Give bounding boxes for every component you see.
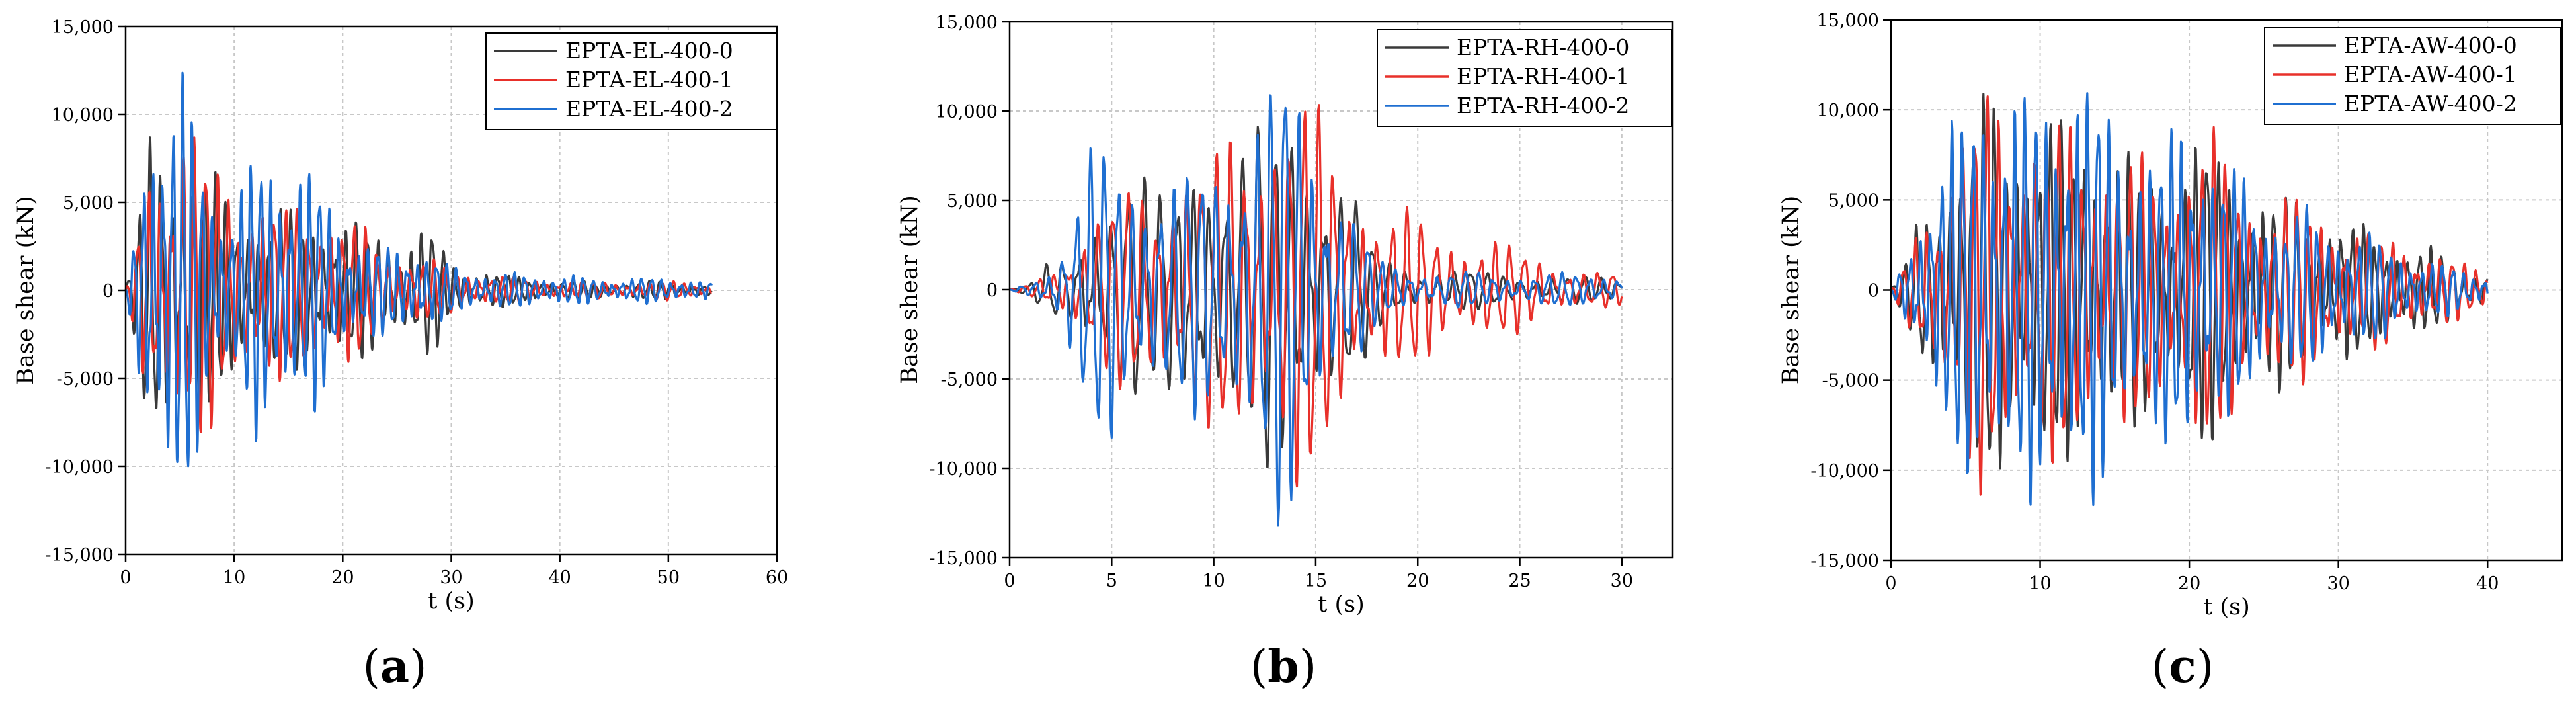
x-tick-label: 30 [440,567,462,588]
y-tick-label: 10,000 [52,105,114,126]
x-tick-label: 40 [548,567,571,588]
y-axis-label: Base shear (kN) [1778,196,1804,384]
y-tick-label: -15,000 [45,545,114,566]
y-tick-label: 10,000 [936,102,998,122]
x-tick-label: 10 [2029,573,2051,594]
series-line-epta-rh-400-2 [1009,94,1623,527]
y-tick-label: -15,000 [929,548,998,569]
x-tick-label: 20 [2178,573,2200,594]
x-tick-label: 25 [1508,571,1531,591]
legend-box [485,32,778,130]
y-tick-label: 15,000 [936,13,998,33]
x-tick-label: 10 [223,567,245,588]
chart-panel-c: 0 10 20 30 40 -15,000 -10,000 -5,000 0 5,000 10,00… [1778,11,2563,620]
x-tick-label: 40 [2476,573,2499,594]
y-tick-label: -10,000 [45,457,114,478]
series-line-epta-aw-400-2 [1890,92,2489,507]
x-axis-label: t (s) [2203,594,2249,620]
panel-label-c: (c) [2151,640,2214,693]
x-tick-label: 0 [1885,573,1896,594]
y-tick-label: 15,000 [52,17,114,38]
legend-entry: EPTA-RH-400-0 [1457,34,1629,60]
panel-label-a: (a) [362,640,427,693]
y-tick-label: 10,000 [1817,101,1879,121]
y-tick-label: 0 [102,281,114,302]
legend-entry: EPTA-EL-400-0 [565,38,733,63]
legend-box [2264,27,2561,125]
y-tick-label: 15,000 [1817,11,1879,31]
legend-entry: EPTA-EL-400-2 [565,96,733,122]
legend-entry: EPTA-AW-400-1 [2344,62,2517,87]
x-axis-label: t (s) [428,588,474,614]
y-tick-label: -5,000 [941,370,998,390]
x-axis-label: t (s) [1318,591,1364,618]
chart-panel-a: 0 10 20 30 40 50 60 -15,000 -10,000 -5,000 0 5,000 1… [13,17,788,614]
legend-entry: EPTA-RH-400-2 [1457,93,1629,118]
x-tick-label: 30 [2327,573,2349,594]
chart-panel-b: 0 5 10 15 20 25 30 -15,000 -10,000 -5,000 0 5,000 10… [897,13,1674,618]
y-tick-label: 5,000 [1828,190,1879,211]
legend: EPTA-RH-400-0 EPTA-RH-400-1 EPTA-RH-400-2 [1377,29,1672,127]
y-tick-label: -5,000 [1822,371,1879,392]
x-tick-label: 0 [120,567,131,588]
x-tick-label: 15 [1305,571,1327,591]
x-tick-label: 10 [1202,571,1225,591]
y-tick-label: -10,000 [929,459,998,480]
series-line-epta-el-400-2 [125,71,713,468]
legend-entry: EPTA-EL-400-1 [565,67,733,93]
y-tick-label: 5,000 [947,191,998,212]
x-tick-label: 30 [1611,571,1633,591]
y-tick-label: 0 [1868,281,1879,302]
panel-label-b: (b) [1250,640,1317,693]
y-tick-label: 5,000 [63,193,114,214]
x-tick-label: 50 [657,567,680,588]
legend-entry: EPTA-AW-400-2 [2344,91,2517,116]
legend-entry: EPTA-RH-400-1 [1457,63,1629,89]
y-tick-label: -5,000 [57,369,114,390]
x-tick-label: 20 [1406,571,1429,591]
x-tick-label: 60 [766,567,788,588]
x-tick-label: 20 [331,567,354,588]
y-axis-label: Base shear (kN) [13,196,39,384]
y-tick-label: -10,000 [1810,461,1879,482]
x-tick-label: 0 [1004,571,1015,591]
legend-box [1377,29,1672,127]
legend: EPTA-AW-400-0 EPTA-AW-400-1 EPTA-AW-400-2 [2264,27,2561,125]
legend: EPTA-EL-400-0 EPTA-EL-400-1 EPTA-EL-400-2 [485,32,778,130]
legend-entry: EPTA-AW-400-0 [2344,32,2517,58]
y-tick-label: 0 [986,280,998,301]
x-tick-label: 5 [1106,571,1117,591]
y-axis-label: Base shear (kN) [897,195,923,384]
y-tick-label: -15,000 [1810,551,1879,571]
